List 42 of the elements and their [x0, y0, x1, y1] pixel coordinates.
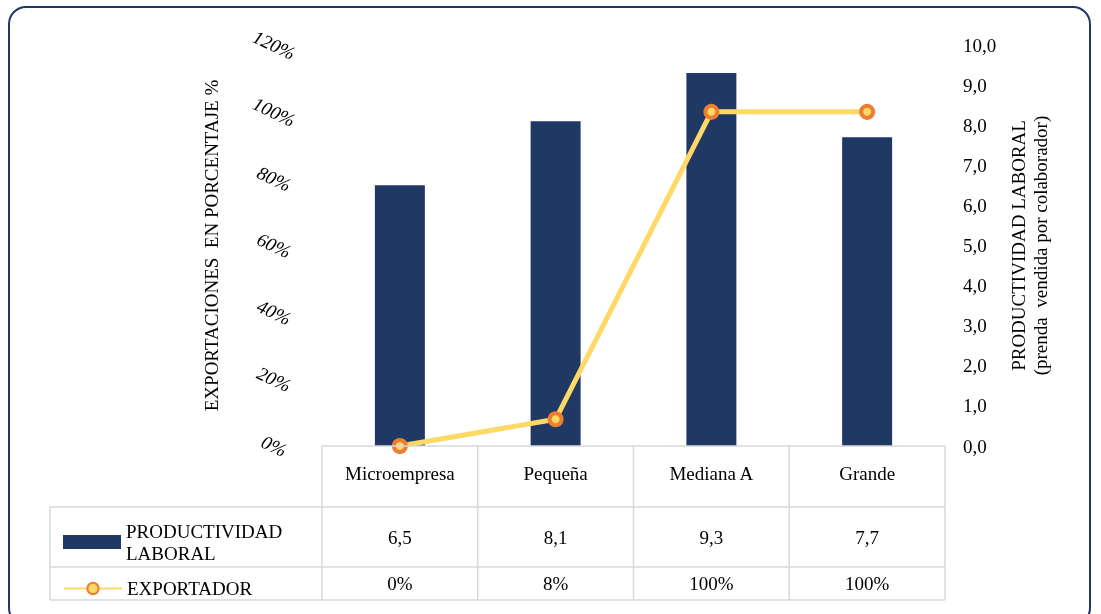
y2-tick-label: 1,0: [963, 395, 987, 417]
y-axis-title: EXPORTACIONES EN PORCENTAJE %: [200, 79, 222, 412]
y2-tick-label: 10,0: [963, 34, 997, 56]
y2-tick-label: 6,0: [963, 194, 987, 216]
y2-tick-label: 5,0: [963, 235, 987, 256]
y-tick-label: 120%: [249, 26, 299, 64]
x-tick-label: Pequeña: [523, 463, 589, 484]
point: [547, 411, 564, 428]
bar: [530, 121, 581, 446]
data-label: 6,5: [388, 526, 412, 548]
y-tick-label: 0%: [258, 431, 290, 461]
y2-tick-label: 2,0: [963, 355, 987, 377]
y-tick-label: 60%: [253, 228, 295, 263]
y2-tick-label: 0,0: [963, 435, 987, 457]
point: [391, 438, 408, 454]
legend-label: EXPORTADOR: [127, 578, 253, 599]
y2-tick-label: 3,0: [963, 315, 987, 337]
data-label: 0%: [387, 573, 413, 594]
data-label: 100%: [844, 573, 890, 594]
legend-label: PRODUCTIVIDAD LABORAL: [126, 520, 287, 564]
bar: [374, 185, 425, 446]
y2-tick-label: 9,0: [963, 74, 987, 96]
bar: [686, 73, 737, 446]
y-tick-label: 20%: [253, 362, 295, 397]
x-tick-label: Microempresa: [345, 463, 456, 484]
data-label: 8%: [542, 573, 569, 594]
data-label: 7,7: [855, 526, 879, 548]
data-label: 100%: [689, 573, 734, 594]
data-label: 8,1: [543, 526, 568, 548]
data-label: 9,3: [699, 526, 724, 548]
point: [703, 103, 720, 120]
bar: [842, 137, 893, 446]
y2-tick-label: 7,0: [963, 154, 987, 176]
y-tick-label: 100%: [249, 92, 299, 131]
x-tick-label: Mediana A: [669, 463, 754, 484]
y2-axis-title: PRODUCTIVIDAD LABORAL (prenda vendida por colaborador): [1007, 115, 1052, 376]
y2-tick-label: 8,0: [963, 114, 987, 136]
point: [859, 103, 876, 120]
y-tick-label: 80%: [253, 161, 295, 196]
y2-tick-label: 4,0: [963, 275, 987, 297]
y-tick-label: 40%: [253, 295, 295, 330]
x-tick-label: Grande: [839, 463, 896, 484]
